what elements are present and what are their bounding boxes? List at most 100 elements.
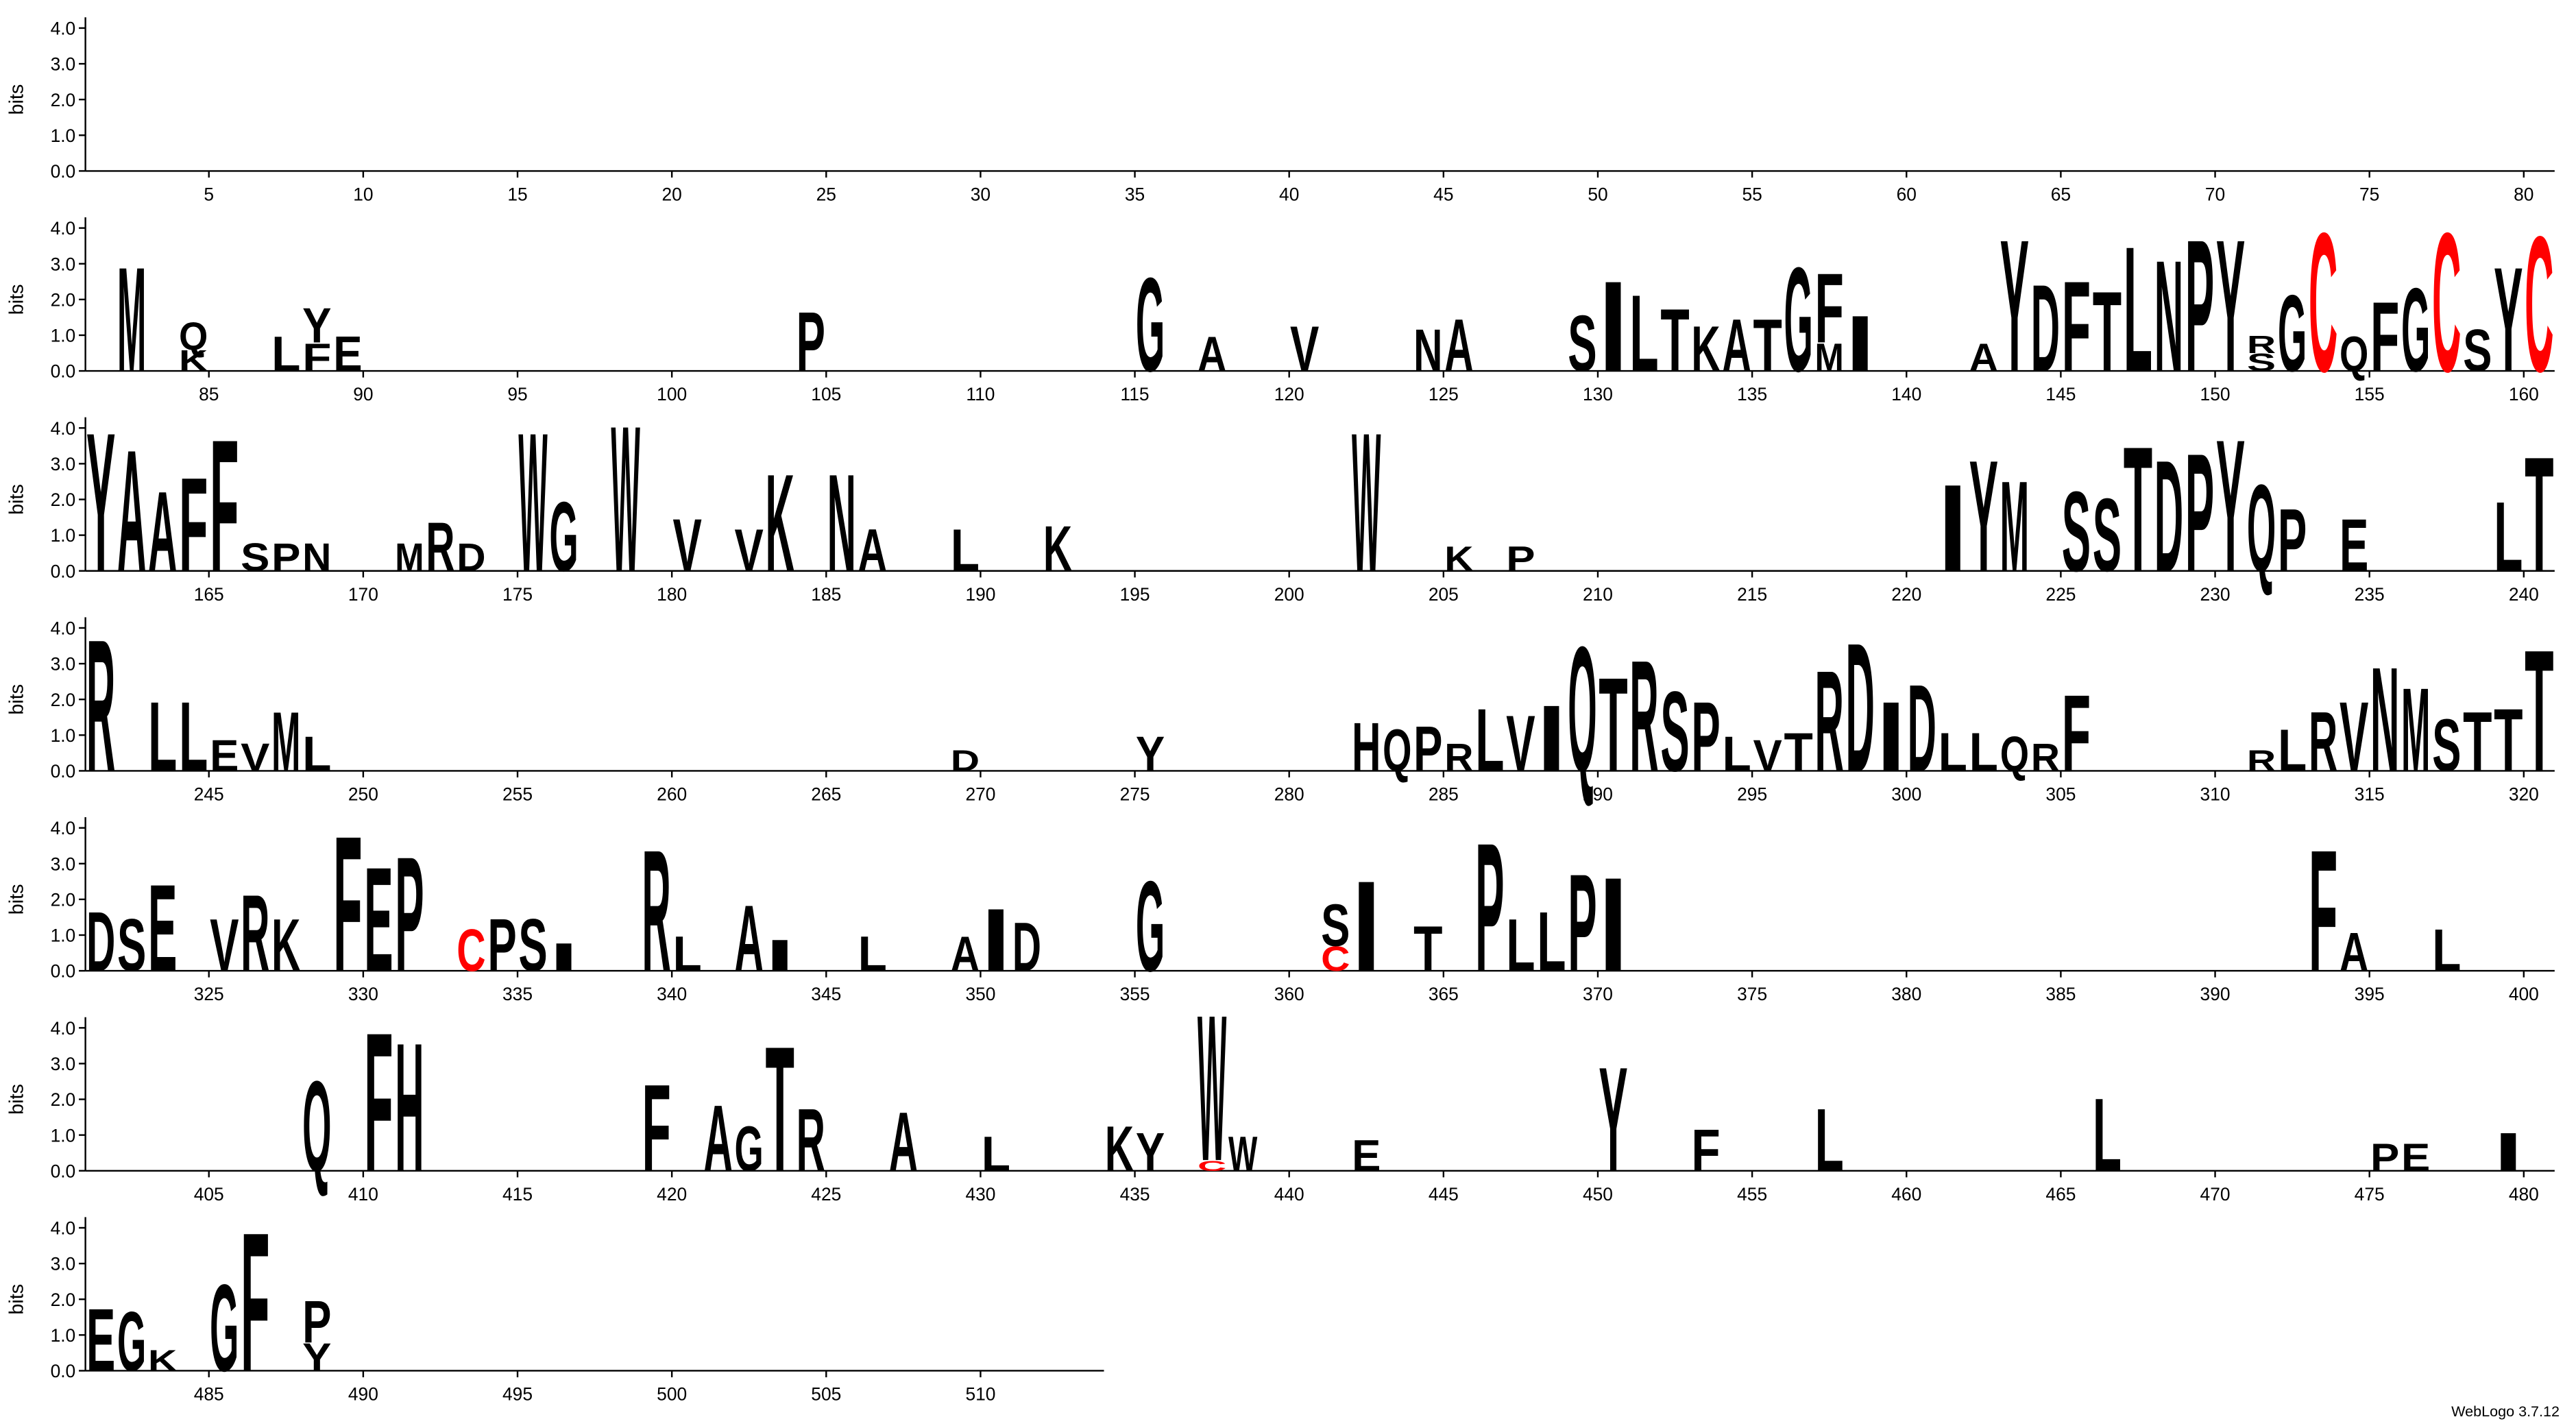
logo-letter: V <box>1506 699 1535 788</box>
x-tick-label: 275 <box>1120 784 1150 805</box>
logo-letter: S <box>2093 476 2122 593</box>
logo-letter: I <box>2494 1122 2523 1183</box>
logo-letter: S <box>241 535 269 579</box>
x-tick-label: 375 <box>1737 984 1767 1004</box>
x-tick-label: 480 <box>2509 1184 2539 1205</box>
x-tick-label: 120 <box>1274 384 1304 404</box>
x-tick-label: 305 <box>2045 784 2076 805</box>
x-tick-label: 195 <box>1120 584 1150 605</box>
logo-letter: I <box>766 930 794 980</box>
logo-letter: V <box>210 904 239 987</box>
logo-letter: T <box>2463 695 2492 789</box>
x-tick-label: 215 <box>1737 584 1767 605</box>
logo-letter: A <box>735 886 764 991</box>
y-tick-label: 2.0 <box>51 1089 76 1110</box>
y-tick-label: 3.0 <box>51 1054 76 1074</box>
logo-letter: P <box>1506 540 1535 579</box>
logo-letter: F <box>1691 1117 1720 1184</box>
logo-letter: K <box>1105 1113 1134 1185</box>
logo-letter: G <box>117 1295 146 1389</box>
y-tick-label: 0.0 <box>51 561 76 581</box>
logo-letter: T <box>2525 422 2553 606</box>
logo-letter: S <box>1660 668 1689 795</box>
logo-letter: L <box>2432 917 2461 984</box>
logo-letter: A <box>889 1095 918 1189</box>
logo-letter: F <box>1815 253 1844 364</box>
logo-letter: P <box>302 1289 331 1355</box>
logo-letter: L <box>2278 717 2307 784</box>
logo-letter: L <box>951 518 980 584</box>
x-tick-label: 385 <box>2045 984 2076 1004</box>
logo-letter: K <box>1043 512 1072 584</box>
logo-letter: F <box>241 1191 269 1414</box>
logo-letter: A <box>1969 335 1998 380</box>
logo-letter: D <box>1012 908 1041 985</box>
x-tick-label: 410 <box>348 1184 378 1205</box>
logo-letter: N <box>1413 317 1442 384</box>
x-tick-label: 430 <box>965 1184 995 1205</box>
logo-letter: Q <box>1568 609 1596 809</box>
x-tick-label: 490 <box>348 1384 378 1405</box>
logo-letter: S <box>2247 349 2276 376</box>
logo-letter: F <box>302 335 331 380</box>
x-tick-label: 5 <box>204 184 214 205</box>
logo-letter: Q <box>2000 726 2029 782</box>
logo-letter: N <box>2154 228 2183 404</box>
logo-letter: I <box>1877 681 1906 792</box>
logo-letter: P <box>395 822 424 1006</box>
y-axis-label: bits <box>6 484 28 515</box>
logo-letter: W <box>1198 972 1227 1205</box>
logo-letter: P <box>2278 490 2307 590</box>
x-tick-label: 175 <box>502 584 533 605</box>
x-tick-label: 255 <box>502 784 533 805</box>
logo-letter: F <box>2370 281 2399 392</box>
y-tick-label: 1.0 <box>51 1325 76 1346</box>
logo-letter: M <box>117 237 146 402</box>
x-tick-label: 155 <box>2355 384 2385 404</box>
logo-letter: P <box>797 295 825 389</box>
logo-letter: E <box>210 731 239 781</box>
x-tick-label: 105 <box>811 384 841 404</box>
x-tick-label: 300 <box>1891 784 1921 805</box>
x-tick-label: 310 <box>2200 784 2231 805</box>
logo-letter: G <box>1784 237 1813 402</box>
logo-letter: P <box>1691 681 1720 792</box>
y-axis-label: bits <box>6 1084 28 1115</box>
logo-letter: L <box>271 326 300 382</box>
logo-letter: V <box>1753 731 1782 781</box>
x-tick-label: 145 <box>2045 384 2076 404</box>
logo-letter: N <box>2370 637 2399 803</box>
y-tick-label: 2.0 <box>51 1290 76 1310</box>
logo-letter: K <box>766 446 794 601</box>
y-tick-label: 3.0 <box>51 854 76 874</box>
logo-letter: C <box>1321 939 1350 978</box>
logo-letter: E <box>86 1290 115 1390</box>
logo-letter: Q <box>1383 717 1411 784</box>
x-tick-label: 420 <box>657 1184 687 1205</box>
y-tick-label: 0.0 <box>51 161 76 182</box>
logo-letter: F <box>364 991 393 1213</box>
logo-letter: W <box>1352 391 1381 614</box>
logo-letter: Q <box>2247 459 2276 597</box>
logo-letter: Y <box>1599 1037 1627 1202</box>
x-tick-label: 245 <box>194 784 224 805</box>
logo-letter: M <box>2401 664 2430 796</box>
logo-letter: D <box>1908 659 1936 797</box>
x-tick-label: 350 <box>965 984 995 1004</box>
logo-letter: I <box>1537 686 1566 791</box>
y-tick-label: 2.0 <box>51 690 76 710</box>
x-tick-label: 45 <box>1433 184 1453 205</box>
logo-letter: R <box>642 814 670 1008</box>
logo-letter: A <box>2340 921 2368 982</box>
logo-letter: I <box>1599 850 1627 1000</box>
logo-letter: I <box>1939 459 1967 597</box>
logo-letter: W <box>518 391 548 614</box>
x-tick-label: 90 <box>353 384 373 404</box>
logo-letter: V <box>735 518 764 584</box>
x-tick-label: 360 <box>1274 984 1304 1004</box>
x-tick-label: 200 <box>1274 584 1304 605</box>
logo-letter: M <box>2000 454 2029 598</box>
logo-letter: D <box>86 895 115 989</box>
x-tick-label: 315 <box>2355 784 2385 805</box>
x-tick-label: 320 <box>2509 784 2539 805</box>
